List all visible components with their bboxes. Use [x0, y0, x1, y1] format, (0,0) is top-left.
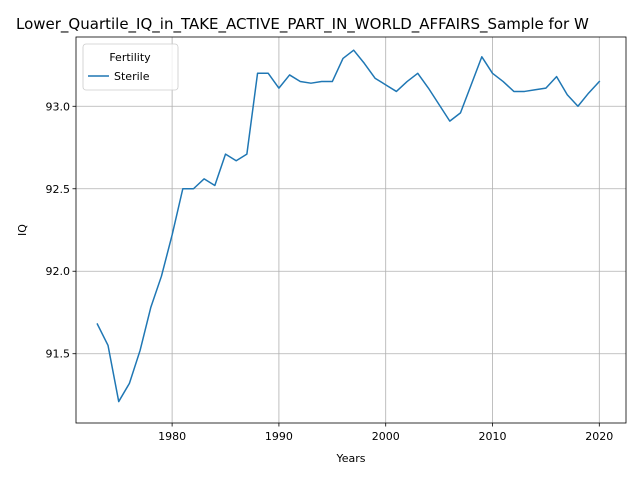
series-line-sterile	[96, 49, 601, 403]
x-tick-label: 2020	[585, 430, 613, 443]
grid	[76, 37, 626, 423]
chart-title: Lower_Quartile_IQ_in_TAKE_ACTIVE_PART_IN…	[16, 15, 589, 34]
legend-title: Fertility	[109, 51, 151, 64]
y-tick-label: 92.0	[46, 265, 71, 278]
x-axis-label: Years	[335, 452, 365, 465]
legend-label-sterile: Sterile	[114, 70, 150, 83]
legend: Fertility Sterile	[82, 43, 179, 91]
x-tick-label: 2000	[372, 430, 400, 443]
plot-frame	[75, 36, 627, 424]
y-axis-label: IQ	[16, 224, 29, 236]
y-tick-label: 92.5	[46, 183, 71, 196]
x-tick-label: 1990	[265, 430, 293, 443]
x-tick-label: 2010	[479, 430, 507, 443]
x-axis: 1980 1990 2000 2010 2020	[158, 423, 613, 443]
y-tick-label: 91.5	[46, 348, 71, 361]
x-tick-label: 1980	[158, 430, 186, 443]
series-layer	[96, 49, 601, 403]
y-axis: 91.5 92.0 92.5 93.0	[46, 100, 76, 361]
y-tick-label: 93.0	[46, 100, 71, 113]
legend-box	[82, 43, 179, 91]
